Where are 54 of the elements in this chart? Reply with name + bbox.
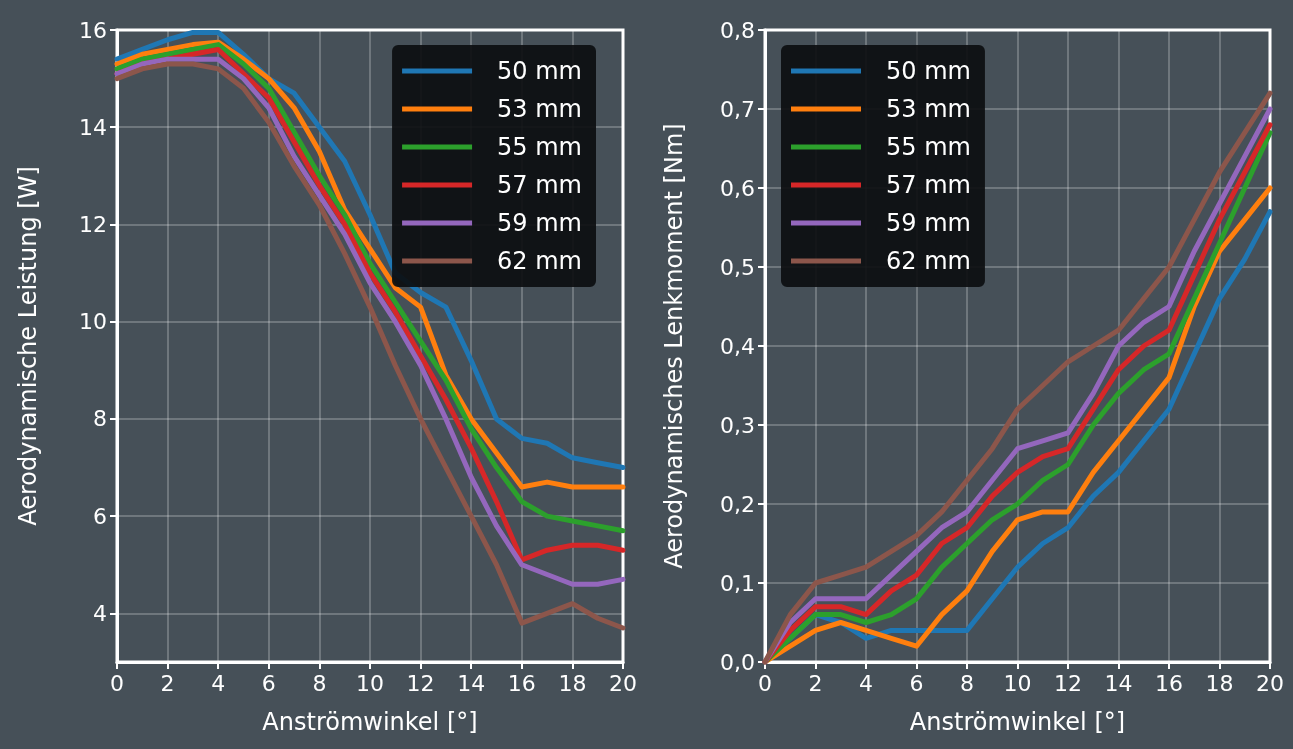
x-tick-label: 18 (558, 670, 587, 696)
legend-label: 50 mm (497, 57, 583, 85)
y-tick-label: 4 (93, 600, 107, 626)
x-tick-label: 4 (859, 670, 873, 696)
x-tick-label: 8 (960, 670, 974, 696)
x-tick-label: 10 (356, 670, 384, 696)
legend-label: 50 mm (886, 57, 971, 85)
x-tick-label: 4 (211, 670, 226, 696)
x-tick-label: 20 (1256, 670, 1284, 696)
legend-label: 62 mm (497, 247, 583, 275)
x-tick-label: 16 (507, 670, 536, 696)
y-tick-label: 8 (93, 406, 107, 432)
y-tick-label: 0,2 (720, 491, 755, 517)
legend-label: 57 mm (886, 171, 971, 199)
legend-label: 59 mm (497, 209, 583, 237)
x-tick-label: 14 (457, 670, 486, 696)
y-tick-label: 0,1 (720, 570, 755, 596)
x-tick-label: 6 (261, 670, 276, 696)
legend-label: 53 mm (497, 95, 583, 123)
x-tick-label: 18 (1205, 670, 1234, 696)
legend-label: 53 mm (886, 95, 971, 123)
y-tick-label: 0,7 (720, 96, 755, 122)
y-tick-label: 0,3 (720, 412, 755, 438)
y-tick-label: 16 (79, 17, 107, 43)
y-tick-label: 0,4 (720, 333, 755, 359)
y-tick-label: 0,6 (720, 175, 755, 201)
y-tick-label: 12 (79, 211, 107, 237)
y-tick-label: 14 (79, 114, 107, 140)
legend-label: 59 mm (886, 209, 971, 237)
x-tick-label: 10 (1003, 670, 1032, 696)
x-axis-title: Anströmwinkel [°] (262, 708, 478, 736)
y-axis-title: Aerodynamische Leistung [W] (14, 166, 42, 526)
x-tick-label: 2 (160, 670, 175, 696)
y-axis-title: Aerodynamisches Lenkmoment [Nm] (660, 123, 688, 569)
y-tick-label: 6 (93, 503, 107, 529)
x-tick-label: 8 (312, 670, 327, 696)
x-axis-title: Anströmwinkel [°] (909, 708, 1126, 736)
x-tick-label: 6 (909, 670, 924, 696)
legend-label: 62 mm (886, 247, 971, 275)
legend-label: 57 mm (497, 171, 583, 199)
x-tick-label: 0 (110, 670, 124, 696)
x-tick-label: 16 (1155, 670, 1183, 696)
x-tick-label: 0 (758, 670, 772, 696)
x-tick-label: 14 (1104, 670, 1133, 696)
y-tick-label: 10 (79, 309, 107, 335)
legend-label: 55 mm (886, 133, 971, 161)
x-tick-label: 2 (808, 670, 823, 696)
y-tick-label: 0,5 (720, 254, 755, 280)
x-tick-label: 12 (1054, 670, 1082, 696)
legend-label: 55 mm (497, 133, 583, 161)
x-tick-label: 12 (406, 670, 435, 696)
y-tick-label: 0,8 (720, 17, 755, 43)
x-tick-label: 20 (609, 670, 637, 696)
y-tick-label: 0,0 (720, 649, 755, 675)
